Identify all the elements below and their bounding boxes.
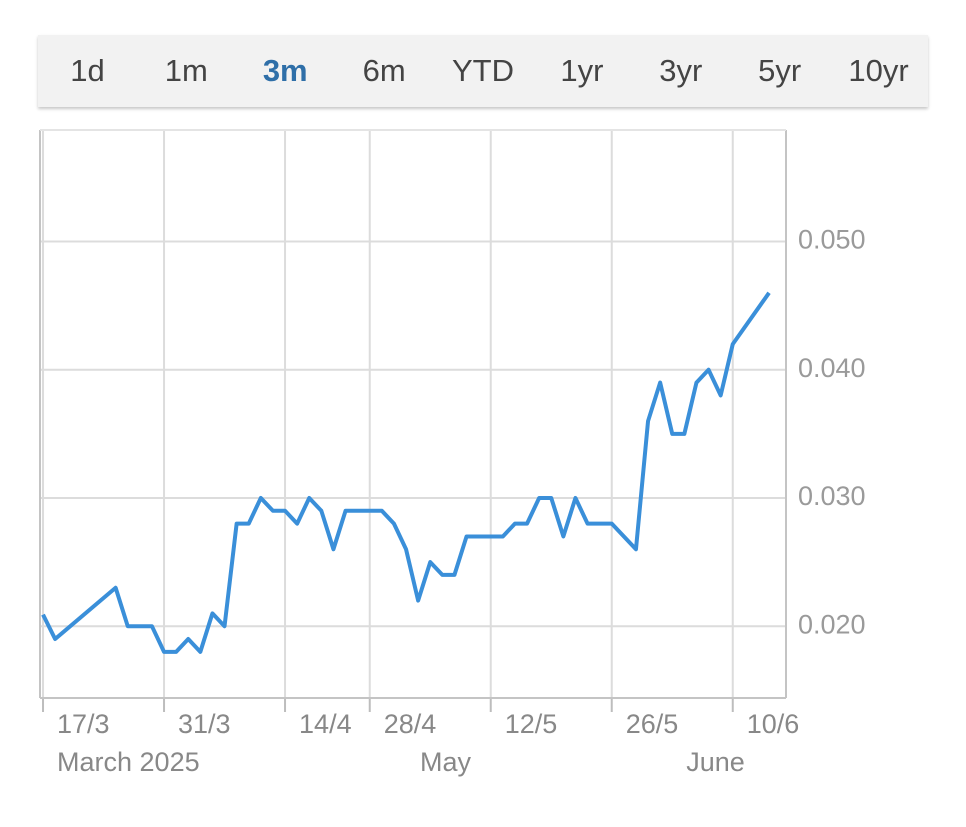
range-tab[interactable]: 1yr (560, 53, 604, 88)
y-tick-label: 0.030 (798, 481, 866, 511)
price-line (41, 291, 771, 654)
range-tab[interactable]: 6m (362, 53, 406, 88)
range-tab[interactable]: 3m (262, 53, 308, 88)
x-tick-label: 14/4 (299, 709, 352, 739)
range-tab[interactable]: 1m (164, 53, 208, 88)
x-tick-label: 12/5 (505, 709, 558, 739)
range-tab[interactable]: YTD (452, 53, 514, 88)
month-label: May (420, 747, 472, 777)
y-tick-label: 0.040 (798, 353, 866, 383)
x-tick-label: 31/3 (178, 709, 231, 739)
x-tick-label: 17/3 (57, 709, 110, 739)
range-tab[interactable]: 5yr (758, 53, 802, 88)
x-tick-label: 10/6 (747, 709, 800, 739)
range-tab[interactable]: 10yr (848, 53, 909, 88)
range-tabs: 1d 1m 3m 6m YTD 1yr 3yr 5yr 10yr (38, 35, 928, 107)
month-label: March 2025 (57, 747, 200, 777)
x-tick-label: 26/5 (626, 709, 679, 739)
range-tab[interactable]: 3yr (659, 53, 703, 88)
range-tab[interactable]: 1d (70, 53, 105, 88)
month-label: June (686, 747, 745, 777)
x-tick-label: 28/4 (384, 709, 437, 739)
y-tick-label: 0.020 (798, 609, 866, 639)
y-tick-label: 0.050 (798, 225, 866, 255)
